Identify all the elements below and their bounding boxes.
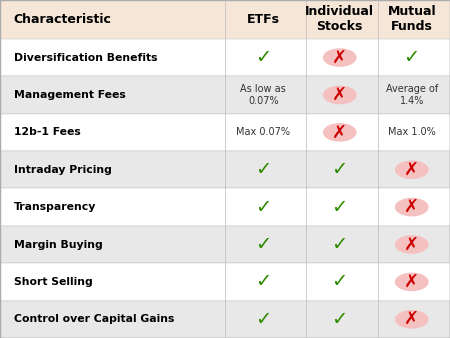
Ellipse shape xyxy=(395,310,428,329)
Text: ✓: ✓ xyxy=(404,48,420,67)
FancyBboxPatch shape xyxy=(0,226,450,263)
Ellipse shape xyxy=(323,86,356,104)
Text: Management Fees: Management Fees xyxy=(14,90,125,100)
Ellipse shape xyxy=(323,123,356,142)
FancyBboxPatch shape xyxy=(0,39,450,76)
Text: Intraday Pricing: Intraday Pricing xyxy=(14,165,112,175)
Text: ✓: ✓ xyxy=(255,160,271,179)
Text: Average of
1.4%: Average of 1.4% xyxy=(386,84,438,106)
Text: Max 0.07%: Max 0.07% xyxy=(236,127,290,137)
Text: Short Selling: Short Selling xyxy=(14,277,92,287)
Text: ✓: ✓ xyxy=(255,198,271,217)
Text: ✗: ✗ xyxy=(404,161,419,179)
Ellipse shape xyxy=(395,235,428,254)
Text: ✗: ✗ xyxy=(404,198,419,216)
Text: Characteristic: Characteristic xyxy=(14,13,112,26)
Text: As low as
0.07%: As low as 0.07% xyxy=(240,84,286,106)
Text: ✓: ✓ xyxy=(332,310,348,329)
Text: ✗: ✗ xyxy=(404,310,419,328)
Ellipse shape xyxy=(395,198,428,216)
Text: ✗: ✗ xyxy=(404,236,419,254)
Text: ✓: ✓ xyxy=(255,310,271,329)
Text: Diversification Benefits: Diversification Benefits xyxy=(14,53,157,63)
Text: ✗: ✗ xyxy=(332,49,347,67)
Text: ✓: ✓ xyxy=(332,198,348,217)
Text: Max 1.0%: Max 1.0% xyxy=(388,127,436,137)
Text: ✓: ✓ xyxy=(255,235,271,254)
FancyBboxPatch shape xyxy=(0,0,450,39)
Text: ETFs: ETFs xyxy=(247,13,280,26)
FancyBboxPatch shape xyxy=(0,263,450,300)
Text: ✓: ✓ xyxy=(332,160,348,179)
Ellipse shape xyxy=(395,161,428,179)
Text: Control over Capital Gains: Control over Capital Gains xyxy=(14,314,174,324)
FancyBboxPatch shape xyxy=(0,151,450,189)
Text: Mutual
Funds: Mutual Funds xyxy=(387,5,436,33)
Text: Individual
Stocks: Individual Stocks xyxy=(305,5,374,33)
FancyBboxPatch shape xyxy=(0,189,450,226)
Text: ✓: ✓ xyxy=(332,272,348,291)
Ellipse shape xyxy=(323,48,356,67)
Text: Transparency: Transparency xyxy=(14,202,96,212)
FancyBboxPatch shape xyxy=(0,114,450,151)
Ellipse shape xyxy=(395,273,428,291)
FancyBboxPatch shape xyxy=(0,300,450,338)
Text: ✗: ✗ xyxy=(332,86,347,104)
Text: ✓: ✓ xyxy=(255,48,271,67)
Text: ✗: ✗ xyxy=(332,123,347,141)
Text: ✓: ✓ xyxy=(255,272,271,291)
Text: ✓: ✓ xyxy=(332,235,348,254)
FancyBboxPatch shape xyxy=(0,76,450,114)
Text: Margin Buying: Margin Buying xyxy=(14,240,102,249)
Text: 12b-1 Fees: 12b-1 Fees xyxy=(14,127,80,137)
Text: ✗: ✗ xyxy=(404,273,419,291)
